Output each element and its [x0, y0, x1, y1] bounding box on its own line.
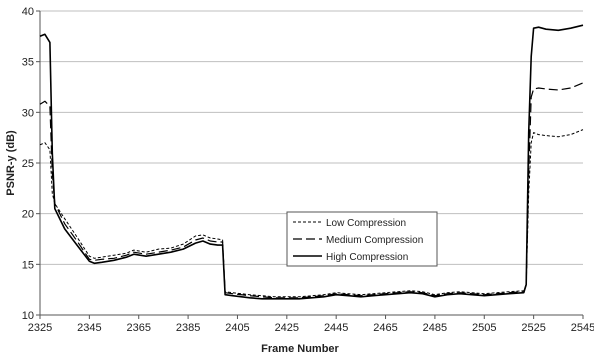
x-tick-label-11: 2545: [571, 322, 594, 334]
x-tick-label-7: 2465: [373, 322, 397, 334]
y-tick-label-4: 30: [22, 107, 34, 119]
y-tick-label-3: 25: [22, 158, 34, 170]
x-tick-labels: 2325 2345 2365 2385 2405 2425 2445 2465 2485 2505…: [28, 322, 594, 334]
y-tick-label-6: 40: [22, 6, 34, 18]
x-tick-label-5: 2425: [275, 322, 299, 334]
x-tick-label-6: 2445: [324, 322, 348, 334]
legend-label-medium: Medium Compression: [326, 235, 423, 246]
axes: [36, 10, 584, 319]
series-line-high-compression: [39, 24, 584, 300]
y-tick-labels: 10 15 20 25 30 35 40: [22, 6, 34, 322]
x-tick-label-4: 2405: [225, 322, 249, 334]
x-tick-label-9: 2505: [472, 322, 496, 334]
x-tick-label-10: 2525: [521, 322, 545, 334]
legend-label-high: High Compression: [326, 252, 408, 263]
x-tick-label-1: 2345: [77, 322, 101, 334]
y-tick-label-2: 20: [22, 209, 34, 221]
y-tick-label-0: 10: [22, 310, 34, 322]
y-axis-label: PSNR-y (dB): [5, 130, 17, 196]
x-axis-label: Frame Number: [261, 343, 339, 355]
x-tick-label-2: 2365: [126, 322, 150, 334]
series-line-low-compression: [39, 129, 584, 298]
legend-label-low: Low Compression: [326, 218, 406, 229]
x-tick-label-3: 2385: [176, 322, 200, 334]
grid-lines: [40, 10, 583, 265]
x-tick-label-8: 2485: [423, 322, 447, 334]
legend: Low Compression Medium Compression High …: [286, 211, 438, 267]
x-tick-label-0: 2325: [28, 322, 52, 334]
series-lines: [39, 24, 584, 300]
y-tick-label-5: 35: [22, 57, 34, 69]
y-tick-label-1: 15: [22, 259, 34, 271]
